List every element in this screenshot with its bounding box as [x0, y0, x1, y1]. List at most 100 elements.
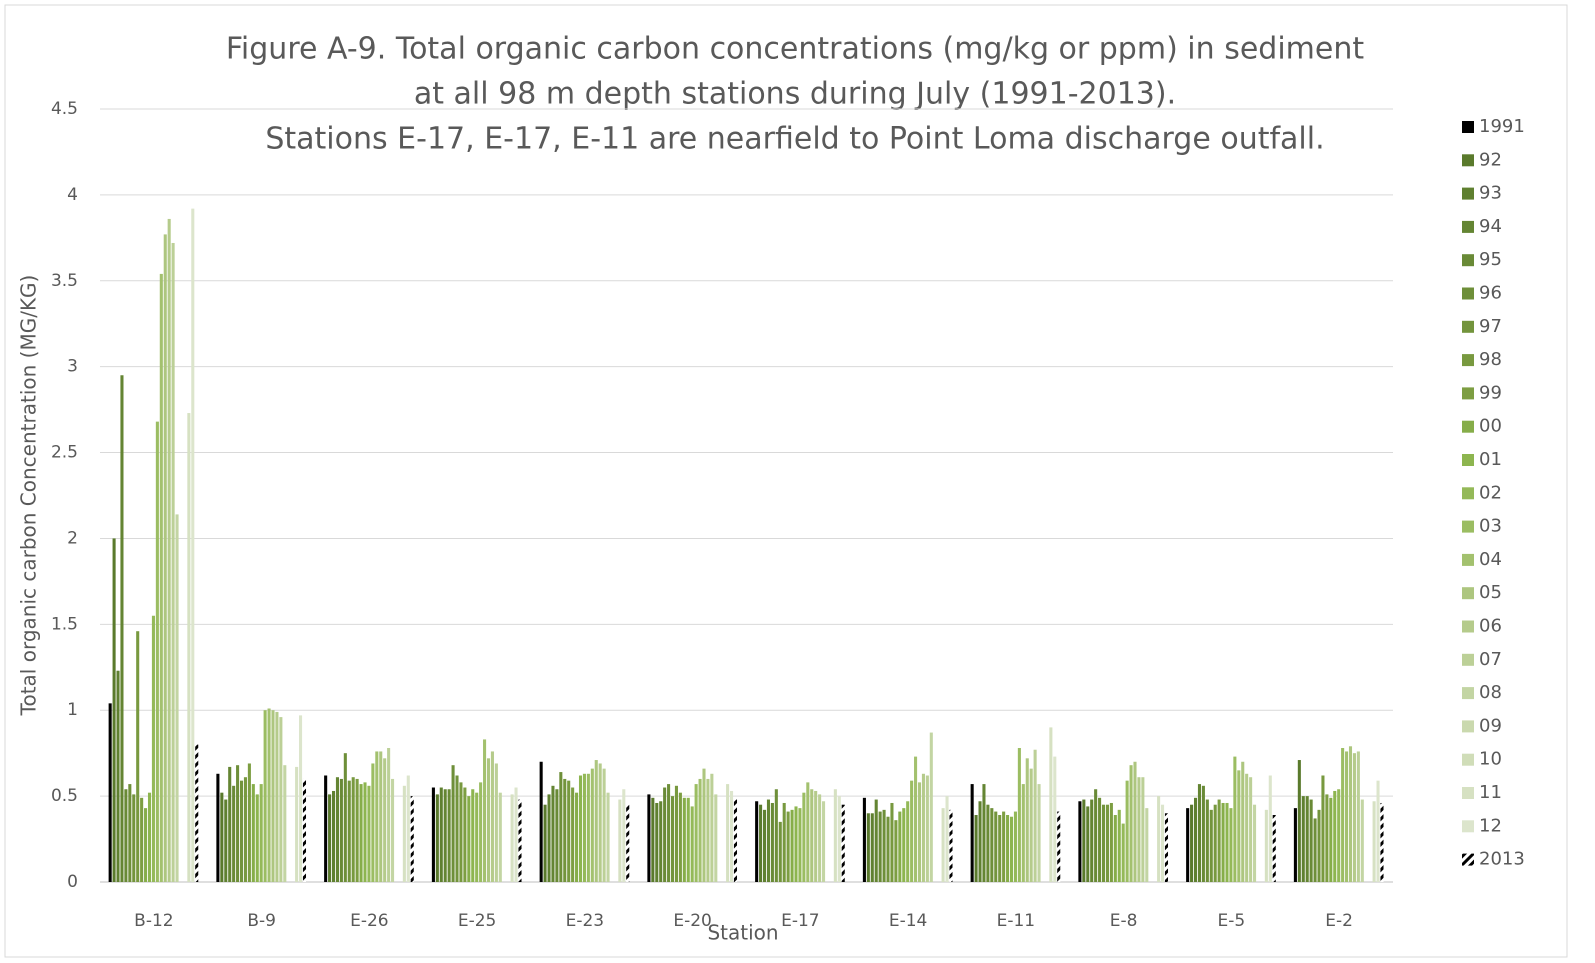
x-tick-label: E-14 [889, 911, 928, 931]
bar [1033, 749, 1037, 882]
legend-swatch [1462, 820, 1474, 833]
bar [351, 777, 355, 882]
bar [906, 801, 910, 882]
bar [694, 784, 698, 882]
legend-swatch [1462, 220, 1474, 233]
bar [682, 797, 686, 882]
bar [447, 789, 451, 882]
bar [1025, 758, 1029, 882]
bar [1372, 801, 1376, 882]
bar [1217, 799, 1221, 882]
bar [255, 794, 259, 882]
y-axis-title: Total organic carbon Concentration (MG/K… [17, 275, 41, 717]
bar [1161, 804, 1165, 882]
bar [371, 763, 375, 882]
bar [1268, 775, 1272, 882]
bar [822, 801, 826, 882]
bar [790, 809, 794, 882]
legend-swatch [1462, 587, 1474, 600]
bar [112, 538, 116, 882]
bar [659, 801, 663, 882]
bar [894, 820, 898, 882]
bar [1337, 789, 1341, 882]
bar [982, 784, 986, 882]
bar [890, 802, 894, 882]
legend-swatch [1462, 787, 1474, 799]
bar [1090, 799, 1094, 882]
legend-label: 98 [1479, 349, 1502, 370]
bar [994, 811, 998, 882]
bar [140, 797, 144, 882]
legend-label: 03 [1479, 516, 1502, 537]
y-tick-label: 3 [67, 357, 78, 377]
bar [1121, 823, 1125, 882]
bar [818, 794, 822, 882]
bar [224, 799, 228, 882]
bar [236, 765, 240, 882]
bar [702, 768, 706, 882]
bar [451, 765, 455, 882]
bar [714, 794, 718, 882]
bar [1125, 780, 1129, 882]
legend-label: 10 [1479, 749, 1502, 770]
bar [706, 778, 710, 882]
bar [833, 789, 837, 882]
bar [870, 813, 874, 882]
bar [267, 708, 271, 882]
bar [1021, 784, 1025, 882]
x-tick-label: B-12 [134, 911, 173, 931]
bar [1086, 806, 1090, 882]
bar [490, 751, 494, 882]
bar [618, 799, 622, 882]
bar [766, 799, 770, 882]
bar [331, 790, 336, 882]
x-axis-title: Station [707, 921, 778, 945]
legend-label: 09 [1479, 715, 1502, 736]
bar [866, 813, 870, 882]
bar [1197, 784, 1201, 882]
bar [798, 808, 802, 882]
legend-label: 94 [1479, 216, 1502, 237]
bar [886, 816, 890, 882]
bar [299, 715, 303, 882]
bar [1253, 804, 1257, 882]
bar [375, 751, 379, 882]
bar [571, 787, 575, 882]
bar [1305, 796, 1309, 882]
bar [1233, 756, 1237, 882]
bar [586, 773, 590, 882]
x-tick-label: E-11 [997, 911, 1036, 931]
bar [324, 775, 328, 882]
legend-swatch [1462, 420, 1474, 433]
chart-title: Figure A-9. Total organic carbon concent… [226, 32, 1364, 67]
legend-swatch [1462, 853, 1474, 866]
bar [559, 772, 563, 882]
bar [733, 799, 738, 882]
bar [1249, 777, 1253, 882]
legend-swatch [1462, 287, 1474, 300]
y-tick-label: 2.5 [51, 443, 78, 463]
bar [862, 797, 866, 882]
bar [626, 804, 630, 882]
bar [941, 808, 945, 882]
bar [651, 797, 655, 882]
bar [1213, 804, 1217, 882]
bar [363, 782, 367, 882]
bar [1013, 811, 1017, 882]
bar [494, 763, 498, 882]
bar [663, 787, 667, 882]
bar [917, 782, 922, 882]
bar [359, 784, 363, 882]
bar [1145, 808, 1149, 882]
bar [283, 765, 287, 882]
bar [510, 794, 514, 882]
bar [782, 802, 786, 882]
bar [1113, 815, 1117, 882]
legend-swatch [1462, 687, 1474, 700]
bar [514, 787, 518, 882]
bar [279, 717, 283, 882]
bar [1313, 818, 1317, 882]
legend-swatch [1462, 154, 1474, 167]
bar [1109, 802, 1113, 882]
